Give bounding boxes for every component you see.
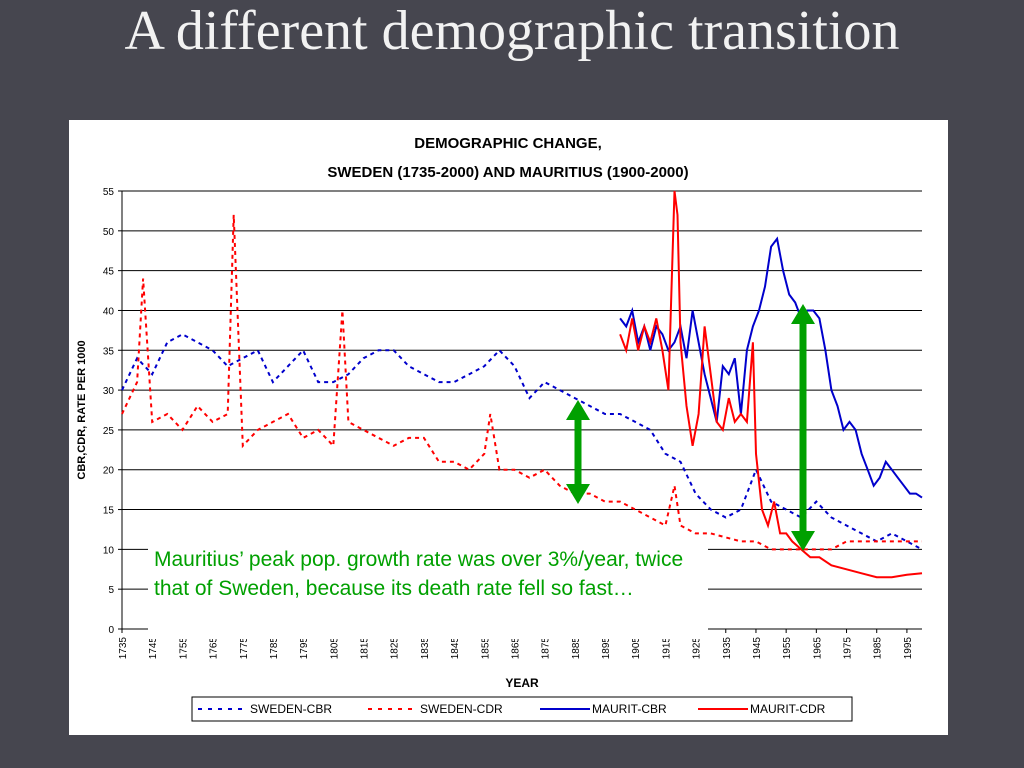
legend-label: SWEDEN-CBR bbox=[250, 702, 332, 716]
x-tick-label: 1745 bbox=[148, 637, 159, 660]
annotation: Mauritius’ peak pop. growth rate was ove… bbox=[148, 543, 708, 639]
y-tick-label: 30 bbox=[103, 386, 115, 397]
x-tick-label: 1905 bbox=[631, 637, 642, 660]
x-tick-label: 1785 bbox=[269, 637, 280, 660]
x-tick-label: 1755 bbox=[178, 637, 189, 660]
x-tick-label: 1925 bbox=[692, 637, 703, 660]
x-tick-label: 1855 bbox=[480, 637, 491, 660]
chart-title: DEMOGRAPHIC CHANGE, bbox=[414, 135, 602, 152]
chart-subtitle: SWEDEN (1735-2000) AND MAURITIUS (1900-2… bbox=[327, 164, 688, 181]
x-tick-label: 1945 bbox=[752, 637, 763, 660]
x-tick-label: 1935 bbox=[722, 637, 733, 660]
y-tick-label: 45 bbox=[103, 267, 115, 278]
y-tick-label: 15 bbox=[103, 506, 115, 517]
y-tick-label: 40 bbox=[103, 306, 115, 317]
x-tick-label: 1845 bbox=[450, 637, 461, 660]
y-axis-label: CBR,CDR, RATE PER 1000 bbox=[76, 340, 88, 479]
series-line bbox=[619, 190, 923, 579]
x-tick-label: 1765 bbox=[209, 637, 220, 660]
y-tick-label: 25 bbox=[103, 426, 115, 437]
x-tick-label: 1985 bbox=[873, 637, 884, 660]
legend-label: MAURIT-CDR bbox=[750, 702, 826, 716]
x-tick-label: 1775 bbox=[239, 637, 250, 660]
y-tick-label: 20 bbox=[103, 466, 115, 477]
x-tick-label: 1965 bbox=[812, 637, 823, 660]
x-tick-label: 1825 bbox=[390, 637, 401, 660]
x-tick-label: 1835 bbox=[420, 637, 431, 660]
y-tick-label: 35 bbox=[103, 346, 115, 357]
legend-box bbox=[191, 696, 853, 722]
x-tick-label: 1875 bbox=[541, 637, 552, 660]
x-tick-label: 1915 bbox=[661, 637, 672, 660]
x-tick-label: 1865 bbox=[510, 637, 521, 660]
y-tick-label: 50 bbox=[103, 227, 115, 238]
x-tick-label: 1805 bbox=[329, 637, 340, 660]
legend-label: SWEDEN-CDR bbox=[420, 702, 503, 716]
x-tick-label: 1885 bbox=[571, 637, 582, 660]
series-line bbox=[121, 214, 922, 551]
slide-title: A different demographic transition bbox=[124, 0, 900, 62]
legend-label: MAURIT-CBR bbox=[592, 702, 667, 716]
x-tick-label: 1735 bbox=[118, 637, 129, 660]
y-tick-label: 55 bbox=[103, 187, 115, 198]
x-tick-label: 1815 bbox=[360, 637, 371, 660]
x-tick-label: 1955 bbox=[782, 637, 793, 660]
y-tick-label: 10 bbox=[103, 545, 115, 556]
x-axis-label: YEAR bbox=[505, 676, 539, 690]
x-tick-label: 1995 bbox=[903, 637, 914, 660]
y-tick-label: 5 bbox=[108, 585, 114, 596]
x-tick-label: 1795 bbox=[299, 637, 310, 660]
y-tick-label: 0 bbox=[108, 625, 114, 636]
x-tick-label: 1895 bbox=[601, 637, 612, 660]
arrow bbox=[566, 304, 815, 551]
x-tick-label: 1975 bbox=[843, 637, 854, 660]
